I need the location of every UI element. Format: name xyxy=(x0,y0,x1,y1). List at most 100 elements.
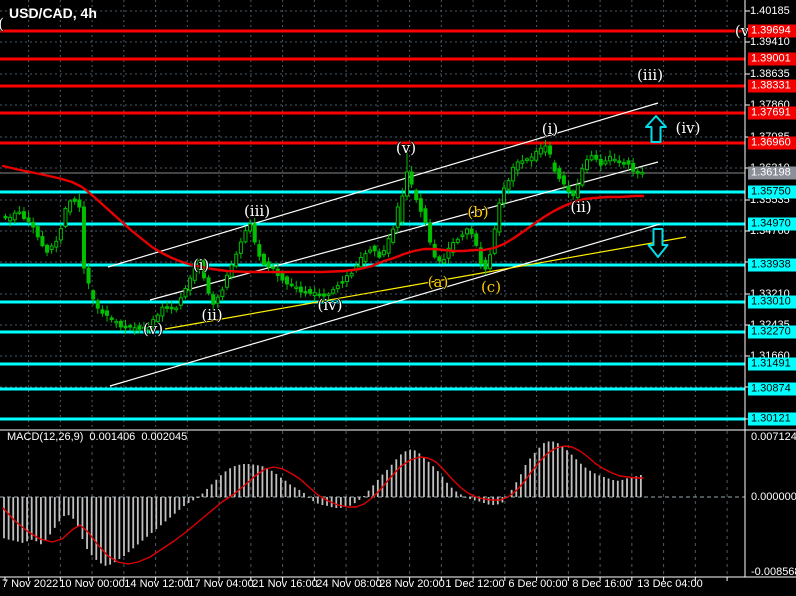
macd-histogram-bar xyxy=(21,497,24,543)
price-level-badge: 1.33010 xyxy=(748,295,796,309)
candle-body xyxy=(118,320,123,328)
macd-histogram-bar xyxy=(376,479,379,497)
candle-body xyxy=(372,245,377,252)
macd-histogram-bar xyxy=(450,487,453,497)
candle-body xyxy=(109,317,114,320)
macd-histogram-bar xyxy=(261,466,264,497)
elliott-wave-label: (b) xyxy=(467,203,489,221)
candle-body xyxy=(349,272,354,277)
candle-body xyxy=(155,314,160,322)
candle-body xyxy=(608,155,613,162)
candle-body xyxy=(631,162,636,172)
macd-histogram-bar xyxy=(621,479,624,497)
macd-histogram-bar xyxy=(67,497,70,516)
candle-body xyxy=(234,253,239,267)
candle-body xyxy=(520,160,525,164)
macd-histogram-bar xyxy=(49,497,52,535)
candle-body xyxy=(340,281,345,284)
candle-body xyxy=(594,154,599,160)
date-label: 14 Nov 12:00 xyxy=(124,578,190,590)
macd-histogram-bar xyxy=(150,497,153,533)
candle-body xyxy=(68,200,73,213)
candle-body xyxy=(238,241,243,254)
macd-histogram-bar xyxy=(598,475,601,497)
macd-histogram-bar xyxy=(298,489,301,497)
macd-histogram-bar xyxy=(280,477,282,497)
candle-body xyxy=(386,238,391,254)
candle-body xyxy=(580,168,585,186)
macd-histogram-bar xyxy=(192,497,195,501)
macd-histogram-bar xyxy=(155,497,158,530)
up-arrow-icon[interactable] xyxy=(645,115,667,143)
macd-histogram-bar xyxy=(173,497,176,514)
macd-histogram-bar xyxy=(252,464,255,497)
price-level-badge: 1.35750 xyxy=(748,185,796,199)
elliott-wave-label: (v) xyxy=(395,139,417,157)
macd-histogram-bar xyxy=(224,471,227,497)
candle-body xyxy=(321,293,326,297)
macd-histogram-bar xyxy=(570,454,573,497)
macd-histogram-bar xyxy=(321,497,324,506)
candle-body xyxy=(437,256,442,262)
macd-histogram-bar xyxy=(533,452,536,497)
candle-body xyxy=(174,307,179,311)
elliott-wave-label: (i) xyxy=(192,256,210,274)
candle-body xyxy=(358,256,363,268)
macd-signal-line xyxy=(2,445,644,565)
macd-histogram-bar xyxy=(123,497,125,557)
macd-histogram-bar xyxy=(552,441,555,497)
candle-body xyxy=(511,166,516,182)
candle-body xyxy=(377,251,382,258)
white-trendline xyxy=(149,161,659,301)
candle-body xyxy=(95,300,100,309)
candle-body xyxy=(635,170,640,174)
candle-body xyxy=(91,290,96,300)
candle-body xyxy=(128,325,133,328)
elliott-wave-label: (iv) xyxy=(317,296,343,314)
macd-histogram-bar xyxy=(639,475,642,497)
down-arrow-icon[interactable] xyxy=(647,228,669,258)
macd-histogram-bar xyxy=(53,497,56,528)
elliott-wave-label: (ii) xyxy=(570,198,592,216)
candle-body xyxy=(621,162,626,165)
macd-histogram-bar xyxy=(372,485,375,497)
date-label: 28 Nov 20:00 xyxy=(379,578,445,590)
macd-histogram-bar xyxy=(243,464,245,497)
macd-histogram-bar xyxy=(16,497,19,542)
elliott-wave-label: (v xyxy=(734,22,750,40)
macd-histogram-bar xyxy=(164,497,167,522)
macd-histogram-bar xyxy=(284,480,287,497)
candle-body xyxy=(114,320,119,324)
candle-body xyxy=(12,212,17,221)
macd-histogram-bar xyxy=(515,482,518,497)
macd-histogram-bar xyxy=(100,497,102,564)
candle-body xyxy=(160,306,165,317)
price-level-badge: 1.33938 xyxy=(748,258,796,272)
candle-body xyxy=(289,283,294,287)
candle-body xyxy=(423,208,428,224)
candle-body xyxy=(3,215,8,219)
candle-body xyxy=(86,267,91,284)
candle-body xyxy=(192,267,197,281)
macd-histogram-bar xyxy=(109,497,112,565)
candle-body xyxy=(501,187,506,204)
candle-body xyxy=(557,168,562,179)
candle-body xyxy=(40,236,45,247)
macd-histogram-bar xyxy=(303,492,305,497)
price-level-badge: 1.38331 xyxy=(748,79,796,93)
macd-histogram-bar xyxy=(363,496,365,498)
candle-body xyxy=(26,217,31,222)
macd-histogram-bar xyxy=(381,474,384,497)
macd-histogram-bar xyxy=(256,465,259,497)
macd-histogram-bar xyxy=(593,473,596,497)
macd-histogram-bar xyxy=(579,463,582,497)
candle-body xyxy=(294,286,299,290)
macd-histogram-bar xyxy=(441,476,444,497)
macd-histogram-bar xyxy=(307,497,310,498)
candle-body xyxy=(414,189,419,200)
candle-body xyxy=(81,206,86,269)
candle-body xyxy=(497,202,502,233)
candle-body xyxy=(151,319,156,327)
price-level-badge: 1.32270 xyxy=(748,325,796,339)
